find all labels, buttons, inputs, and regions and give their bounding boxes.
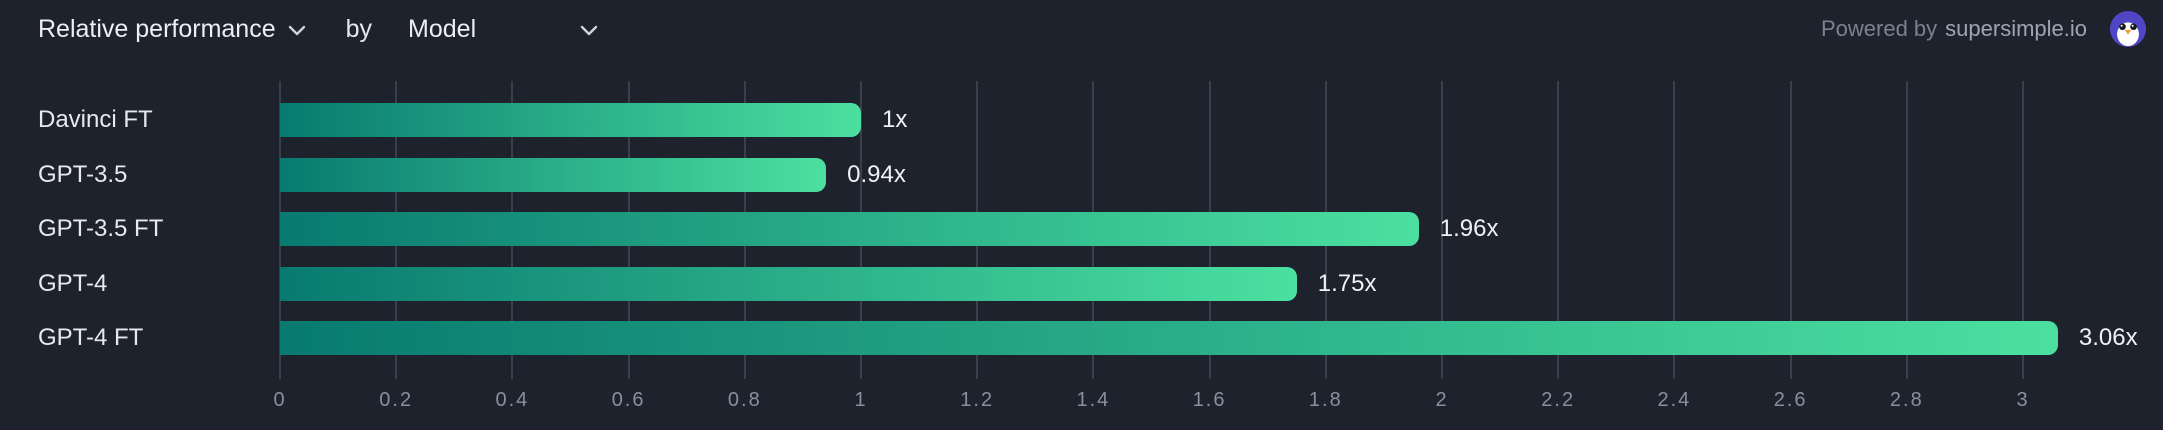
category-label: GPT-3.5 FT xyxy=(38,215,164,242)
x-axis-tick-label: 1.8 xyxy=(1308,389,1343,411)
powered-by-brand[interactable]: supersimple.io xyxy=(1945,16,2087,41)
x-axis-tick-label: 2.2 xyxy=(1541,389,1576,411)
x-axis-tick-label: 0.8 xyxy=(727,389,762,411)
bar-gpt-3.5-ft[interactable] xyxy=(280,212,1419,246)
dimension-dropdown[interactable]: Model xyxy=(408,15,598,44)
category-label: GPT-4 FT xyxy=(38,324,144,351)
bar-gpt-3.5[interactable] xyxy=(280,157,827,192)
gridline xyxy=(2022,81,2024,379)
x-axis-tick-label: 0.6 xyxy=(611,389,646,411)
x-axis-tick-label: 0.2 xyxy=(379,389,414,411)
dimension-dropdown-label: Model xyxy=(408,14,477,43)
gridline xyxy=(1789,81,1792,379)
value-label: 1x xyxy=(882,106,908,133)
gridline xyxy=(1557,81,1560,379)
gridline xyxy=(1441,81,1443,379)
category-label: GPT-3.5 xyxy=(38,160,128,188)
powered-by: Powered by supersimple.io xyxy=(1821,10,2147,48)
metric-dropdown-label: Relative performance xyxy=(38,14,276,43)
category-label: Davinci FT xyxy=(38,106,153,133)
category-label: GPT-4 xyxy=(38,269,108,297)
metric-dropdown[interactable]: Relative performance xyxy=(38,15,306,44)
gridline xyxy=(1905,81,1908,379)
x-axis-tick-label: 2 xyxy=(1435,389,1449,411)
value-label: 3.06x xyxy=(2078,324,2138,351)
gridline xyxy=(1673,81,1676,379)
chevron-down-icon xyxy=(580,25,598,36)
x-axis-tick-label: 1 xyxy=(854,389,868,411)
x-axis-tick-label: 2.8 xyxy=(1889,389,1924,411)
value-label: 1.96x xyxy=(1439,215,1499,242)
x-axis-tick-label: 2.4 xyxy=(1657,389,1692,411)
chevron-down-icon xyxy=(288,25,305,36)
powered-by-prefix: Powered by xyxy=(1820,16,1938,41)
bar-gpt-4[interactable] xyxy=(280,266,1297,301)
bar-davinci-ft[interactable] xyxy=(280,103,861,137)
x-axis-tick-label: 3 xyxy=(2016,389,2030,411)
x-axis-tick-label: 2.6 xyxy=(1773,389,1808,411)
supersimple-penguin-logo[interactable] xyxy=(2109,10,2147,48)
value-label: 1.75x xyxy=(1317,269,1377,297)
x-axis-tick-label: 0 xyxy=(273,389,287,411)
x-axis-tick-label: 0.4 xyxy=(495,389,530,411)
by-label: by xyxy=(345,14,373,43)
chart-header: Relative performance by Model Powered by… xyxy=(0,0,2163,58)
x-axis-tick-label: 1.2 xyxy=(960,389,995,411)
x-axis-tick-label: 1.6 xyxy=(1192,389,1227,411)
bar-gpt-4-ft[interactable] xyxy=(280,321,2058,355)
x-axis-tick-label: 1.4 xyxy=(1076,389,1111,411)
value-label: 0.94x xyxy=(847,160,906,188)
